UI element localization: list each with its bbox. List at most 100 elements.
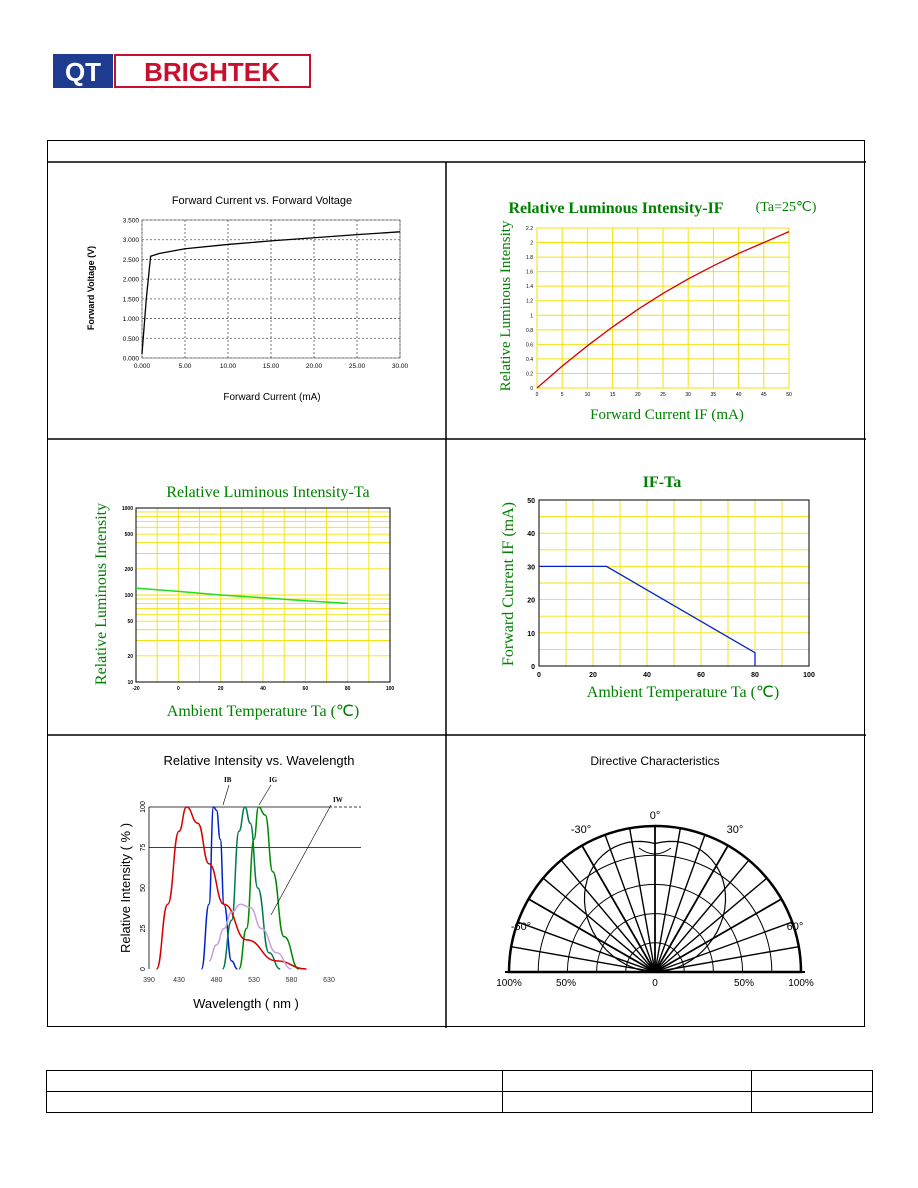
y-tick-label: 10 (527, 631, 535, 638)
polar-dimple (638, 847, 672, 855)
y-axis-label: Relative Luminous Intensity (498, 220, 514, 391)
y-tick-label: 0 (531, 664, 535, 671)
series-line (539, 565, 756, 666)
series-line (200, 806, 238, 970)
x-axis-label: Ambient Temperature Ta (℃) (587, 684, 779, 701)
polar-spoke (654, 845, 729, 973)
x-tick-label: 430 (173, 977, 185, 984)
chart-rli-ta: Relative Luminous Intensity-Ta 10 20 50 100… (93, 484, 395, 720)
angle-label-60: 60° (787, 921, 804, 933)
x-tick-label: 0 (177, 686, 180, 692)
chart-title: IF-Ta (643, 474, 682, 491)
footer-cell (751, 1070, 873, 1092)
polar-spoke (654, 828, 682, 973)
y-tick-label: 0.000 (123, 356, 140, 363)
x-tick-label: 40 (736, 392, 742, 398)
y-tick-label: 2 (530, 241, 533, 247)
chart-title: Relative Luminous Intensity-Ta (166, 484, 369, 501)
y-tick-label: 0 (530, 386, 533, 392)
polar-spoke (560, 859, 656, 973)
y-tick-label: 0.4 (526, 357, 533, 363)
y-tick-label: 200 (125, 567, 134, 573)
series-label-iw: IW (333, 796, 343, 804)
polar-spoke (654, 859, 750, 973)
y-tick-label: 1.4 (526, 284, 533, 290)
chart-title: Directive Characteristics (590, 754, 719, 768)
radial-label: 100% (788, 978, 814, 988)
series-line (141, 231, 401, 355)
polar-spoke (542, 877, 656, 973)
x-axis-label: Ambient Temperature Ta (℃) (167, 703, 359, 720)
x-tick-label: 100 (803, 672, 815, 679)
x-tick-label: 5 (561, 392, 564, 398)
x-tick-label: 20 (635, 392, 641, 398)
polar-pattern (583, 840, 727, 973)
x-tick-label: 390 (143, 977, 155, 984)
y-tick-label: 20 (527, 598, 535, 605)
label-leader (222, 784, 230, 806)
footer-cell (502, 1070, 752, 1092)
y-tick-label: 1.000 (123, 316, 140, 323)
x-tick-label: 15.00 (263, 363, 280, 370)
plot-border (538, 499, 810, 667)
x-axis-label: Forward Current (mA) (223, 392, 320, 403)
x-tick-label: 50 (786, 392, 792, 398)
chart-title: Forward Current vs. Forward Voltage (172, 195, 352, 207)
x-tick-label: 100 (386, 686, 395, 692)
x-tick-label: 0 (536, 392, 539, 398)
y-tick-label: 50 (127, 619, 133, 625)
x-tick-label: 35 (711, 392, 717, 398)
y-tick-label: 0.500 (123, 336, 140, 343)
y-tick-label: 2.000 (123, 277, 140, 284)
x-tick-label: 530 (248, 977, 260, 984)
polar-spoke (511, 945, 656, 973)
x-tick-label: 60 (697, 672, 705, 679)
label-leader (270, 804, 332, 916)
polar-spoke (581, 845, 656, 973)
x-tick-label: 0.000 (134, 363, 151, 370)
x-tick-label: 25 (660, 392, 666, 398)
logo-qt-box (53, 54, 113, 88)
y-axis-label: Relative Luminous Intensity (93, 503, 110, 685)
polar-spoke (654, 834, 706, 973)
series-line (135, 587, 348, 605)
y-tick-label: 50 (140, 884, 147, 892)
chart-forward-voltage: Forward Current vs. Forward Voltage 0.00… (86, 195, 409, 403)
polar-spoke (528, 898, 656, 973)
x-tick-label: 40 (260, 686, 266, 692)
y-tick-label: 100 (125, 593, 134, 599)
series-line (221, 806, 281, 970)
angle-label-0: 0° (650, 810, 661, 822)
polar-spoke (517, 921, 656, 973)
frame-lines (48, 161, 866, 1028)
y-tick-label: 3.000 (123, 237, 140, 244)
footer-cell (46, 1070, 503, 1092)
chart-title: Relative Intensity vs. Wavelength (164, 753, 355, 768)
footer-cell (751, 1091, 873, 1113)
chart-directive: Directive Characteristics 0° 30° -30° 60° -6… (496, 754, 814, 988)
logo-qt: QT (65, 57, 101, 87)
x-tick-label: 60 (303, 686, 309, 692)
x-tick-label: 10 (585, 392, 591, 398)
y-tick-label: 1.2 (526, 299, 533, 305)
angle-label-30: 30° (727, 824, 744, 836)
y-tick-label: 1.8 (526, 255, 533, 261)
chart-rli-if: Relative Luminous Intensity-IF (Ta=25℃) … (498, 200, 817, 423)
x-tick-label: 25.00 (349, 363, 366, 370)
x-tick-label: 80 (345, 686, 351, 692)
y-tick-label: 50 (527, 498, 535, 505)
charts-frame (47, 140, 866, 1028)
x-tick-label: 40 (643, 672, 651, 679)
y-tick-label: 20 (127, 654, 133, 660)
angle-label-minus-60: -60° (511, 921, 531, 933)
polar-spoke (654, 898, 782, 973)
y-tick-label: 1.6 (526, 270, 533, 276)
y-axis-label: Forward Current IF (mA) (500, 502, 517, 666)
series-label-ig: IG (269, 776, 278, 784)
y-tick-label: 0.8 (526, 328, 533, 334)
polar-spoke (654, 945, 799, 973)
polar-spoke (654, 921, 793, 973)
series-line (208, 903, 292, 970)
y-tick-label: 0.2 (526, 371, 533, 377)
logo-brightek: BRIGHTEK (144, 57, 280, 87)
